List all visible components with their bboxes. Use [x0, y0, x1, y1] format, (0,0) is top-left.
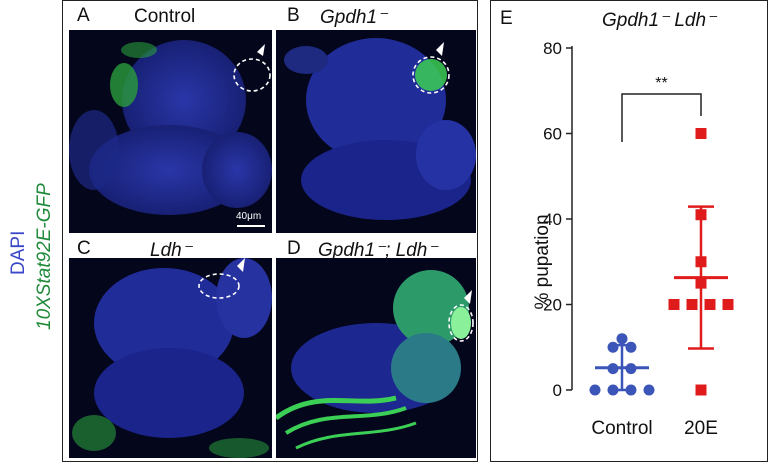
treated-point: [695, 384, 707, 396]
x-category-label: Control: [591, 418, 652, 439]
treated-point: [695, 128, 707, 139]
panel-c-title: Ldh⁻: [150, 240, 192, 261]
scale-bar-label: 40μm: [236, 211, 262, 222]
panel-a-title: Control: [134, 6, 196, 27]
panel-a-letter: A: [77, 5, 90, 26]
y-tick-label: 80: [543, 39, 562, 58]
significance-bracket: [621, 93, 702, 142]
panel-c-image: [69, 258, 272, 458]
pupation-chart: % pupation 0 20 40 60 80 Control 20E **: [532, 39, 734, 439]
treated-point: [722, 299, 734, 310]
panel-d-title: Gpdh1⁻; Ldh⁻: [318, 240, 438, 261]
y-axis-label: % pupation: [532, 214, 553, 309]
y-tick-label: 40: [543, 210, 562, 229]
panel-b-image: [276, 30, 476, 233]
control-point: [616, 333, 628, 345]
panel-e-letter: E: [500, 8, 513, 29]
significance-label: **: [655, 75, 667, 92]
control-point: [625, 341, 637, 353]
treated-point: [704, 299, 716, 310]
panel-c-letter: C: [77, 238, 91, 259]
x-category-label: 20E: [684, 418, 718, 439]
y-tick-label: 20: [543, 296, 562, 315]
y-tick-label: 0: [553, 381, 562, 400]
panel-d-image: [276, 258, 476, 458]
panel-a-image: [69, 30, 272, 233]
dapi-axis-label: DAPI: [8, 230, 29, 275]
control-point: [607, 341, 619, 353]
control-point: [643, 384, 655, 396]
y-tick-label: 60: [543, 125, 562, 144]
panel-b-title: Gpdh1⁻: [320, 7, 388, 28]
treated-point: [686, 299, 698, 310]
panel-b-letter: B: [287, 5, 300, 26]
panel-d-letter: D: [287, 238, 301, 259]
control-point: [589, 384, 601, 396]
chart-title: Gpdh1⁻ Ldh⁻: [602, 10, 717, 31]
reporter-axis-label: 10XStat92E-GFP: [34, 183, 55, 330]
treated-point: [668, 299, 680, 310]
